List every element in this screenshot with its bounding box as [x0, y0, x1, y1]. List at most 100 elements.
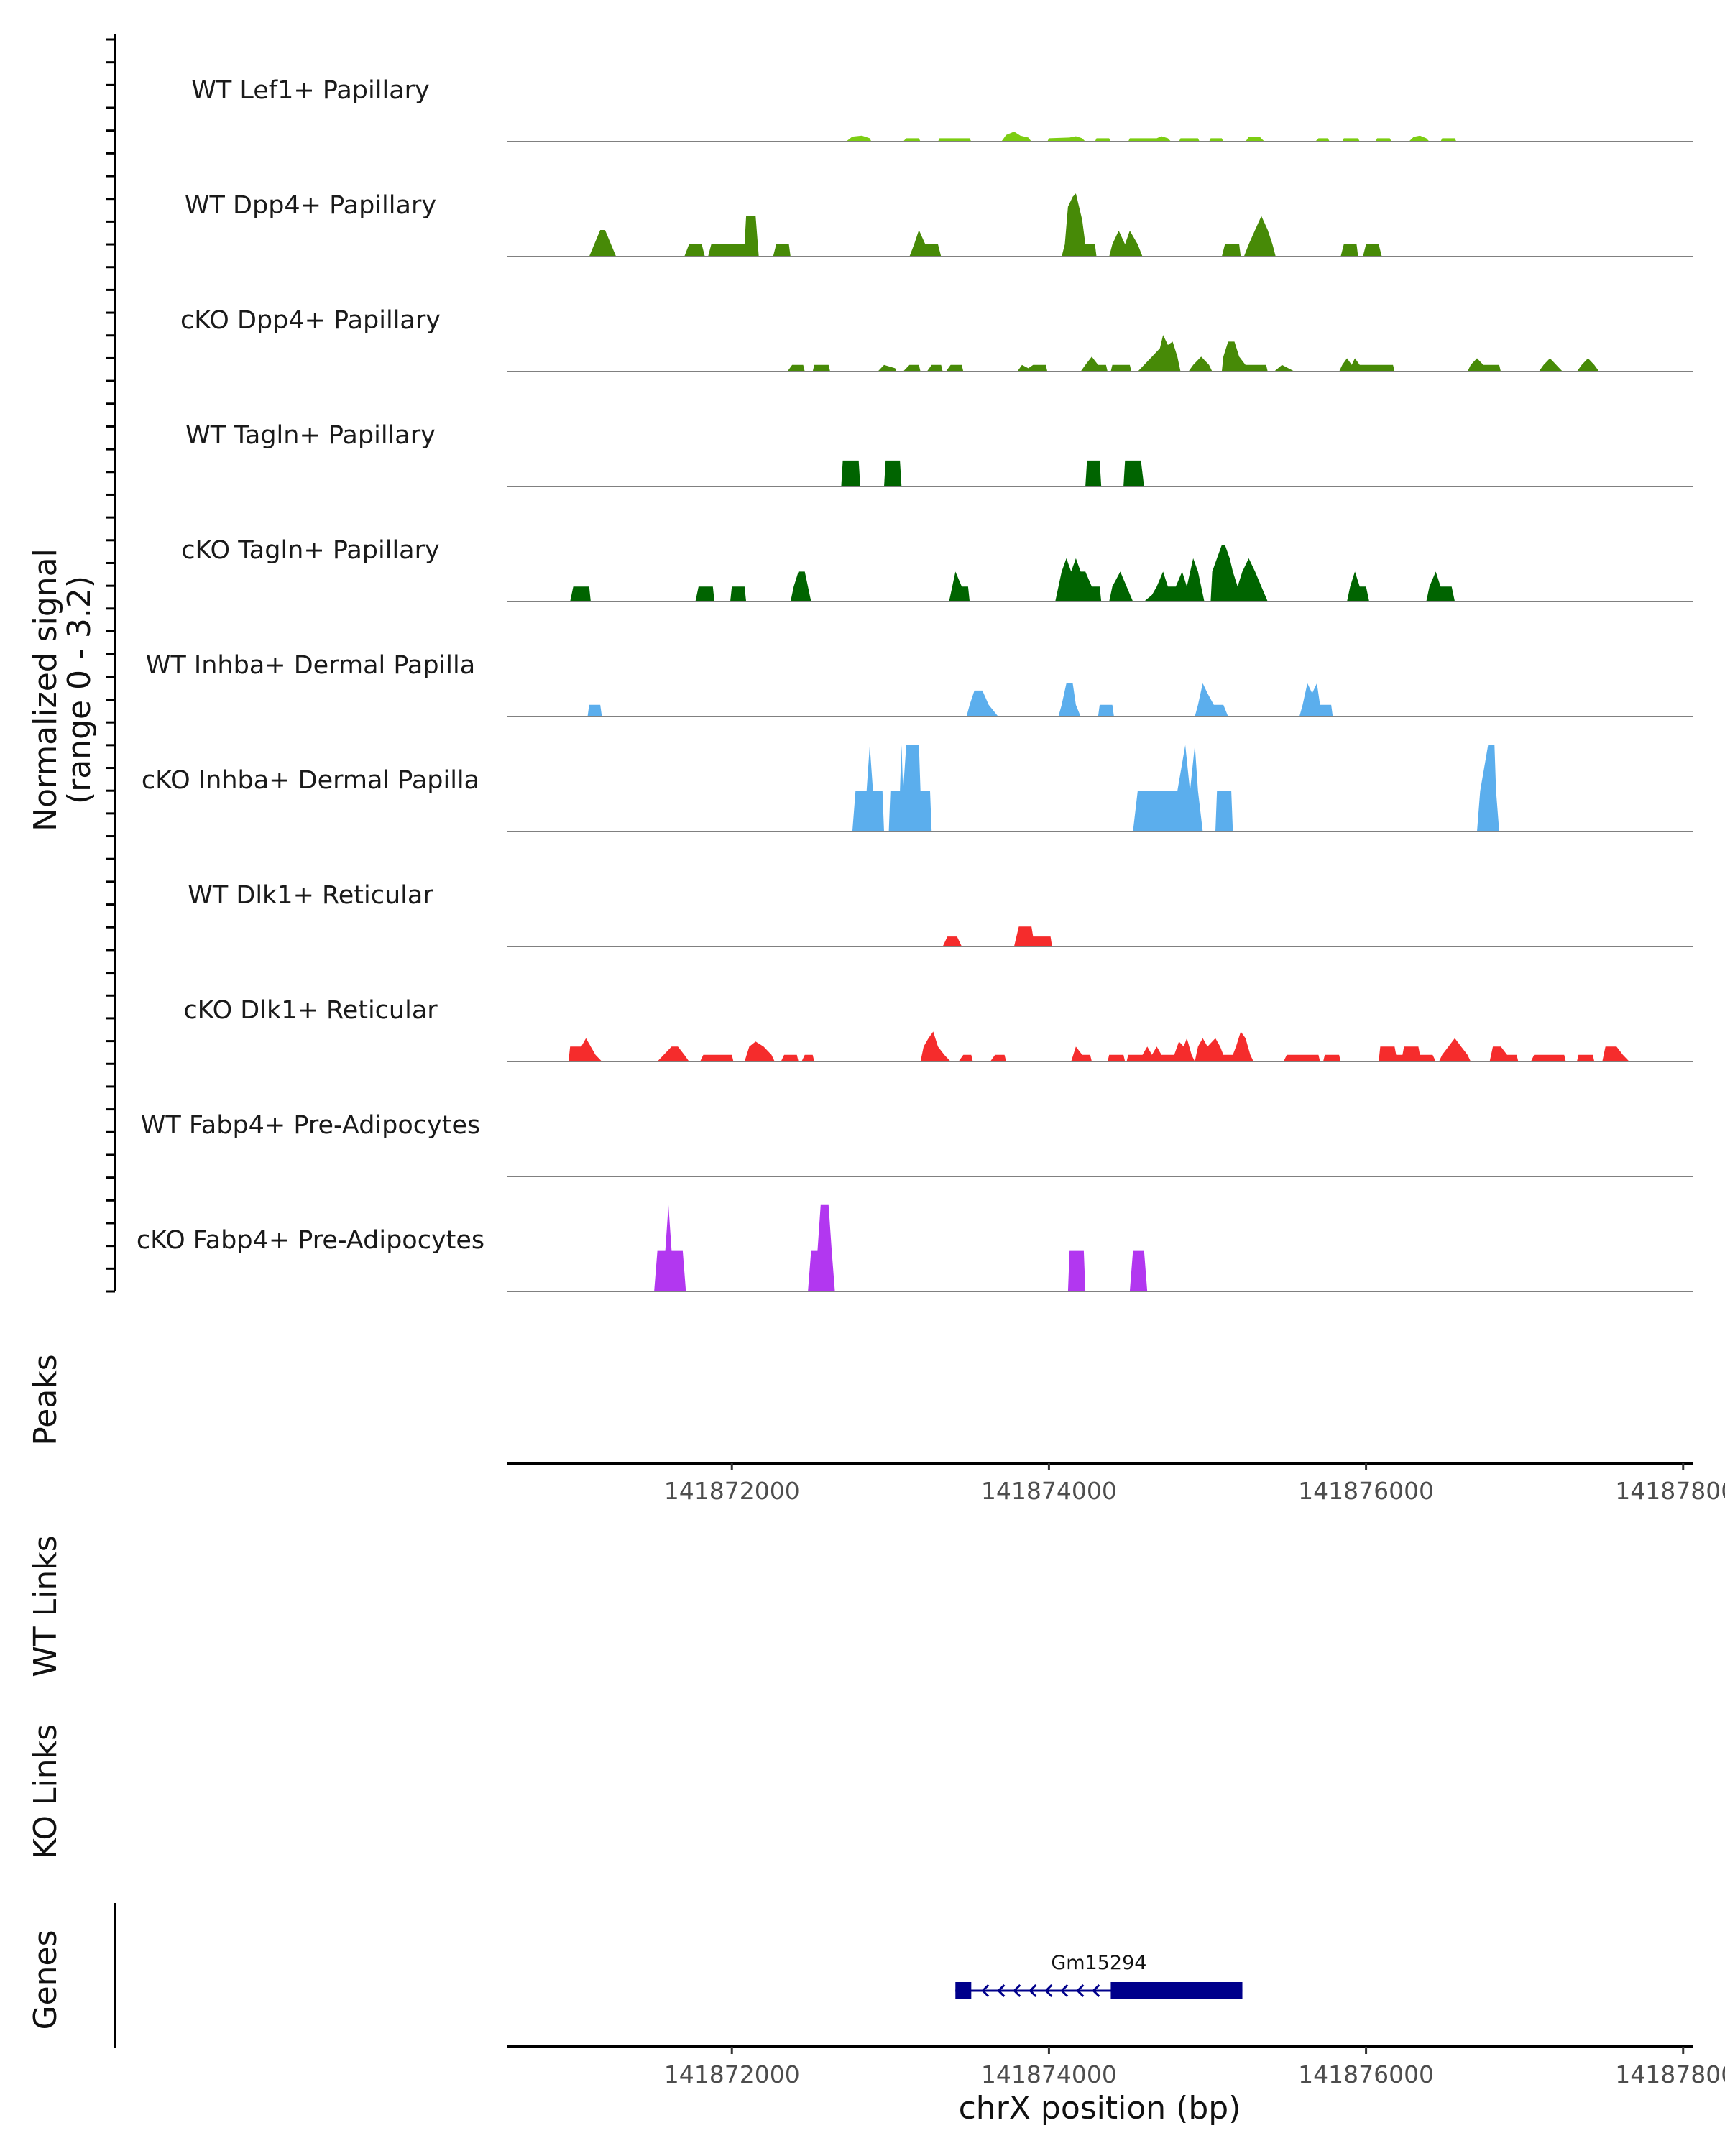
coverage-peak: [1210, 545, 1268, 602]
strand-arrow: [1013, 1984, 1021, 1998]
coverage-peak: [1467, 358, 1501, 372]
strand-arrow: [997, 1984, 1006, 1998]
track-8: cKO Dlk1+ Reticular: [183, 996, 1693, 1062]
coverage-peak: [1323, 1054, 1341, 1061]
coverage-peak: [1347, 571, 1369, 602]
coverage-peak: [812, 364, 830, 372]
coverage-peak: [1342, 138, 1360, 142]
coverage-peak: [1221, 244, 1241, 257]
coverage-peak: [1013, 926, 1052, 946]
coverage-peak: [1133, 745, 1203, 831]
signal-ylabel: Normalized signal: [27, 548, 64, 831]
x-tick-label: 141878000: [1615, 2060, 1725, 2088]
coverage-peak: [1110, 364, 1132, 372]
coverage-peak: [1144, 558, 1205, 602]
coverage-peak: [1340, 244, 1358, 257]
coverage-peak: [926, 364, 943, 372]
gene-label: Gm15294: [1051, 1952, 1146, 1974]
x-tick-label: 141872000: [664, 2060, 800, 2088]
track-label: WT Lef1+ Papillary: [191, 76, 430, 105]
coverage-peak: [846, 135, 872, 142]
coverage-peak: [781, 1054, 799, 1061]
coverage-peak: [1274, 364, 1295, 372]
coverage-peak: [569, 1038, 602, 1061]
coverage-peak: [1123, 460, 1144, 487]
coverage-peak: [1363, 244, 1382, 257]
coverage-peak: [790, 571, 811, 602]
coverage-peak: [730, 586, 747, 602]
x-tick-label: 141876000: [1298, 2060, 1434, 2088]
track-5: WT Inhba+ Dermal Papilla: [146, 651, 1693, 717]
track-label: WT Fabp4+ Pre-Adipocytes: [141, 1111, 480, 1140]
coverage-peak: [787, 364, 805, 372]
coverage-peak: [841, 460, 860, 487]
coverage-peak: [938, 138, 972, 142]
x-axis-title: chrX position (bp): [959, 2090, 1241, 2127]
coverage-peak: [1071, 1046, 1092, 1061]
track-6: cKO Inhba+ Dermal Papilla: [142, 745, 1693, 832]
track-2: cKO Dpp4+ Papillary: [180, 306, 1693, 372]
coverage-peak: [1001, 132, 1032, 142]
coverage-peak: [1439, 1038, 1471, 1061]
coverage-peak: [1539, 358, 1563, 372]
x-tick-label: 141874000: [981, 1477, 1117, 1505]
x-tick-label: 141876000: [1298, 1477, 1434, 1505]
coverage-peak: [903, 138, 921, 142]
coverage-peak: [1602, 1046, 1629, 1061]
track-label: cKO Tagln+ Papillary: [181, 536, 440, 565]
coverage-peak: [1129, 1250, 1148, 1291]
coverage-peak: [949, 571, 970, 602]
coverage-peak: [1426, 571, 1455, 602]
coverage-peak: [909, 230, 942, 257]
coverage-peak: [1080, 356, 1108, 372]
track-3: WT Tagln+ Papillary: [185, 421, 1693, 487]
x-axis-peaks: 141872000 141874000 141876000 141878000: [507, 1462, 1725, 1505]
coverage-peak: [801, 1054, 814, 1061]
coverage-peak: [1098, 704, 1114, 717]
gene-exon: [955, 1982, 972, 1999]
strand-arrow: [1060, 1984, 1069, 1998]
gene-track: Gm15294: [955, 1952, 1243, 1999]
coverage-peak: [1029, 936, 1032, 946]
coverage-peak: [589, 230, 617, 257]
strand-arrow: [1076, 1984, 1085, 1998]
strand-arrow: [1029, 1984, 1037, 1998]
x-tick-label: 141878000: [1615, 1477, 1725, 1505]
coverage-peak: [888, 745, 932, 831]
signal-ylabel-range: (range 0 - 3.2): [61, 576, 98, 804]
coverage-tracks: WT Lef1+ Papillary WT Dpp4+ Papillary cKO …: [137, 76, 1693, 1292]
coverage-peak: [920, 1031, 951, 1061]
coverage-peak: [878, 364, 897, 372]
x-tick-label: 141874000: [981, 2060, 1117, 2088]
coverage-peak: [1179, 138, 1200, 142]
strand-arrow: [981, 1984, 990, 1998]
coverage-peak: [708, 216, 759, 257]
coverage-peak: [1531, 1054, 1566, 1061]
track-label: cKO Fabp4+ Pre-Adipocytes: [137, 1226, 484, 1255]
track-1: WT Dpp4+ Papillary: [185, 191, 1693, 257]
coverage-peak: [808, 1204, 835, 1291]
coverage-peak: [1209, 138, 1224, 142]
coverage-peak: [990, 1054, 1006, 1061]
coverage-peak: [1109, 571, 1133, 602]
coverage-peak: [1095, 138, 1111, 142]
wt-links-panel-label: WT Links: [27, 1535, 64, 1677]
x-tick-label: 141872000: [664, 1477, 800, 1505]
track-7: WT Dlk1+ Reticular: [188, 881, 1693, 947]
coverage-peak: [1067, 1250, 1086, 1291]
coverage-peak: [903, 364, 921, 372]
coverage-peak: [1243, 216, 1276, 257]
coverage-peak: [773, 244, 791, 257]
peaks-panel-label: Peaks: [27, 1354, 64, 1445]
track-label: cKO Inhba+ Dermal Papilla: [142, 766, 479, 795]
coverage-peak: [1315, 138, 1330, 142]
strand-arrow: [1044, 1984, 1053, 1998]
coverage-peak: [1215, 791, 1233, 831]
coverage-peak: [654, 1204, 686, 1291]
coverage-peak: [1489, 1046, 1519, 1061]
track-label: cKO Dpp4+ Papillary: [180, 306, 441, 335]
coverage-peak: [695, 586, 714, 602]
track-label: WT Tagln+ Papillary: [185, 421, 436, 450]
coverage-peak: [1409, 135, 1430, 142]
